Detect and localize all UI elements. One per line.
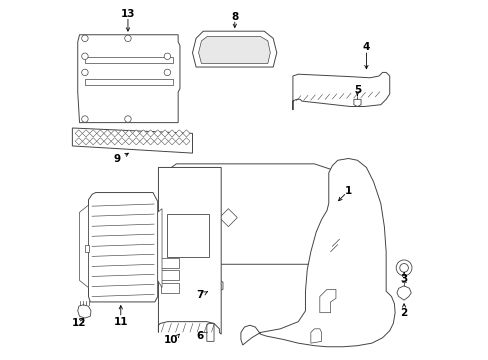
Polygon shape (97, 138, 104, 145)
Text: 4: 4 (362, 42, 369, 52)
Polygon shape (219, 209, 237, 226)
Polygon shape (310, 329, 321, 343)
Polygon shape (97, 130, 104, 137)
Text: 11: 11 (113, 317, 128, 327)
Text: 13: 13 (121, 9, 135, 19)
Polygon shape (203, 279, 223, 291)
Text: 12: 12 (72, 319, 86, 328)
Polygon shape (80, 205, 88, 288)
Polygon shape (183, 130, 190, 137)
Circle shape (164, 53, 170, 59)
Polygon shape (161, 130, 168, 137)
Polygon shape (132, 138, 140, 145)
Polygon shape (168, 130, 175, 137)
Bar (161, 258, 178, 268)
Polygon shape (118, 138, 125, 145)
Polygon shape (319, 289, 335, 313)
Polygon shape (154, 138, 161, 145)
Bar (167, 214, 208, 257)
Bar (161, 283, 178, 293)
Polygon shape (241, 158, 394, 347)
Polygon shape (78, 305, 91, 318)
Circle shape (399, 264, 407, 272)
Bar (161, 270, 178, 280)
Text: 9: 9 (113, 154, 121, 164)
Polygon shape (89, 138, 97, 145)
Polygon shape (158, 167, 221, 334)
Polygon shape (175, 130, 183, 137)
Circle shape (164, 69, 170, 76)
Polygon shape (89, 130, 97, 137)
Circle shape (81, 69, 88, 76)
Bar (85, 57, 172, 63)
Text: 8: 8 (231, 12, 238, 22)
Polygon shape (125, 130, 132, 137)
Polygon shape (192, 31, 276, 67)
Polygon shape (147, 130, 154, 137)
Polygon shape (175, 138, 183, 145)
Bar (85, 78, 172, 85)
Polygon shape (88, 193, 158, 302)
Polygon shape (292, 72, 389, 110)
Text: 3: 3 (400, 274, 407, 284)
Polygon shape (206, 281, 220, 289)
Polygon shape (198, 37, 270, 63)
Bar (85, 245, 89, 252)
Circle shape (124, 116, 131, 122)
Polygon shape (396, 286, 410, 300)
Text: 10: 10 (163, 334, 178, 345)
Text: 7: 7 (196, 291, 203, 301)
Polygon shape (353, 99, 360, 107)
Polygon shape (111, 130, 118, 137)
Polygon shape (104, 138, 111, 145)
Polygon shape (132, 130, 140, 137)
Polygon shape (147, 138, 154, 145)
Text: 2: 2 (400, 308, 407, 318)
Polygon shape (140, 130, 147, 137)
Circle shape (81, 116, 88, 122)
Polygon shape (183, 138, 190, 145)
Polygon shape (82, 130, 89, 137)
Polygon shape (118, 130, 125, 137)
Circle shape (395, 260, 411, 276)
Polygon shape (75, 130, 82, 137)
Polygon shape (104, 130, 111, 137)
Circle shape (81, 53, 88, 59)
Polygon shape (72, 128, 192, 153)
Polygon shape (158, 164, 335, 264)
Polygon shape (78, 35, 180, 123)
Polygon shape (140, 138, 147, 145)
Text: 5: 5 (353, 85, 360, 95)
Polygon shape (154, 130, 161, 137)
Text: 1: 1 (344, 186, 351, 196)
Polygon shape (161, 138, 168, 145)
Polygon shape (158, 209, 162, 288)
Polygon shape (206, 323, 214, 341)
Polygon shape (125, 138, 132, 145)
Polygon shape (82, 138, 89, 145)
Text: 6: 6 (196, 331, 203, 341)
Polygon shape (168, 138, 175, 145)
Polygon shape (75, 138, 82, 145)
Circle shape (81, 35, 88, 41)
Polygon shape (111, 138, 118, 145)
Circle shape (124, 35, 131, 41)
